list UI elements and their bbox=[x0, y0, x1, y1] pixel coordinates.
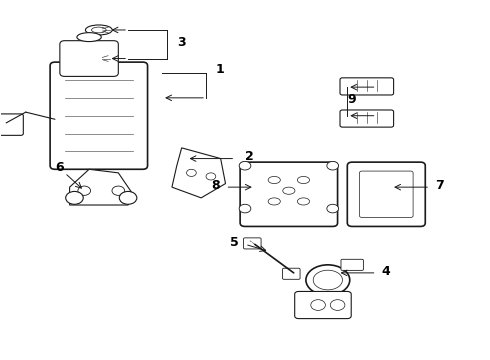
FancyBboxPatch shape bbox=[347, 162, 425, 226]
Circle shape bbox=[66, 192, 83, 204]
Ellipse shape bbox=[306, 265, 350, 295]
Ellipse shape bbox=[283, 187, 295, 194]
Polygon shape bbox=[172, 148, 225, 198]
FancyBboxPatch shape bbox=[240, 162, 338, 226]
Circle shape bbox=[78, 186, 91, 195]
FancyBboxPatch shape bbox=[0, 114, 24, 135]
FancyBboxPatch shape bbox=[340, 78, 393, 95]
Circle shape bbox=[239, 161, 251, 170]
FancyBboxPatch shape bbox=[294, 292, 351, 319]
Polygon shape bbox=[70, 169, 133, 205]
Circle shape bbox=[119, 192, 137, 204]
FancyBboxPatch shape bbox=[244, 238, 261, 249]
FancyBboxPatch shape bbox=[340, 110, 393, 127]
Ellipse shape bbox=[85, 54, 112, 64]
Circle shape bbox=[187, 169, 196, 176]
Text: 1: 1 bbox=[216, 63, 224, 76]
Ellipse shape bbox=[268, 198, 280, 205]
Text: 3: 3 bbox=[177, 36, 185, 49]
Ellipse shape bbox=[92, 56, 106, 62]
Circle shape bbox=[327, 204, 339, 213]
Text: 9: 9 bbox=[347, 93, 356, 106]
Circle shape bbox=[112, 186, 124, 195]
Text: 2: 2 bbox=[245, 150, 254, 163]
Circle shape bbox=[239, 204, 251, 213]
Circle shape bbox=[327, 161, 339, 170]
Circle shape bbox=[330, 300, 345, 310]
Ellipse shape bbox=[85, 25, 112, 35]
Ellipse shape bbox=[313, 270, 343, 290]
Ellipse shape bbox=[297, 176, 310, 184]
FancyBboxPatch shape bbox=[360, 171, 413, 217]
Circle shape bbox=[311, 300, 325, 310]
Text: 6: 6 bbox=[55, 161, 64, 174]
FancyBboxPatch shape bbox=[341, 259, 364, 270]
FancyBboxPatch shape bbox=[283, 268, 300, 279]
Text: 4: 4 bbox=[381, 265, 390, 278]
Text: 7: 7 bbox=[435, 179, 444, 192]
Text: 8: 8 bbox=[211, 179, 220, 192]
Text: 5: 5 bbox=[230, 236, 239, 249]
Ellipse shape bbox=[77, 33, 101, 41]
Ellipse shape bbox=[297, 198, 310, 205]
Ellipse shape bbox=[92, 27, 106, 33]
Circle shape bbox=[206, 173, 216, 180]
FancyBboxPatch shape bbox=[50, 62, 147, 169]
FancyBboxPatch shape bbox=[60, 41, 118, 76]
Ellipse shape bbox=[268, 176, 280, 184]
